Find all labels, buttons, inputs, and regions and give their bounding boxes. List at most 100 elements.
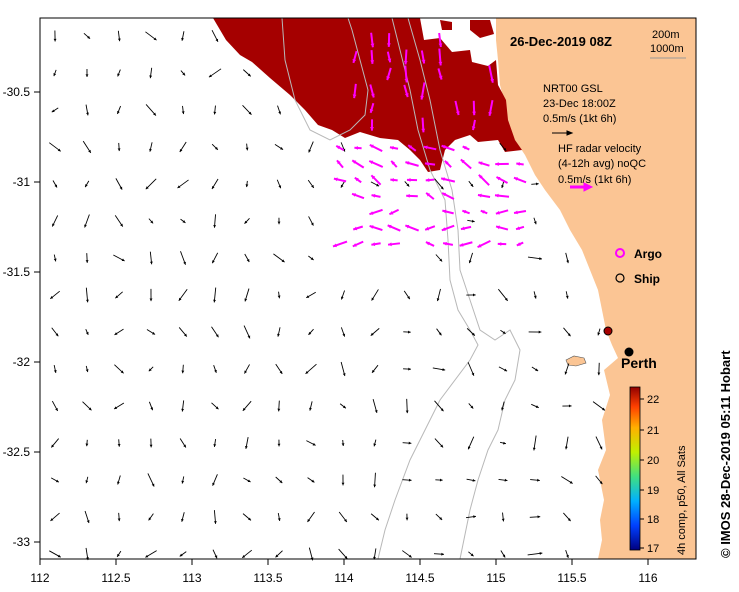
current-arrow <box>53 364 57 374</box>
current-arrow <box>352 83 357 99</box>
current-arrow <box>213 439 217 447</box>
current-arrow <box>354 146 362 150</box>
current-arrow <box>497 242 507 246</box>
current-arrow <box>404 181 410 187</box>
current-arrow <box>341 474 345 486</box>
current-arrow <box>242 400 252 412</box>
gsl-legend-speed: 0.5m/s (1kt 6h) <box>543 113 616 125</box>
current-arrow <box>528 330 542 334</box>
bathymetry-contours <box>281 17 521 560</box>
current-arrow <box>145 550 157 558</box>
current-arrow <box>516 241 524 247</box>
current-arrow <box>308 255 314 261</box>
current-arrow <box>211 29 219 43</box>
current-arrow <box>148 401 154 411</box>
map-date-title: 26-Dec-2019 08Z <box>510 34 612 49</box>
current-arrow <box>515 225 525 231</box>
current-arrow <box>563 512 571 522</box>
current-arrow <box>477 239 491 249</box>
current-arrow <box>306 291 316 299</box>
current-arrow <box>277 291 281 299</box>
current-arrow <box>51 215 59 227</box>
current-arrow <box>530 478 540 482</box>
current-arrow <box>387 242 401 247</box>
ship-marker <box>603 326 613 336</box>
current-arrows <box>49 29 606 561</box>
current-arrow <box>85 439 89 447</box>
colorbar-tick-label: 18 <box>647 514 659 526</box>
current-arrow <box>533 291 537 299</box>
current-arrow <box>243 477 251 483</box>
current-arrow <box>85 104 89 116</box>
hf-legend-line2: (4-12h avg) noQC <box>558 158 646 170</box>
land-mass <box>496 18 696 559</box>
current-arrow <box>243 325 251 339</box>
current-arrow <box>468 551 474 557</box>
current-arrow <box>181 400 185 412</box>
current-arrow <box>352 50 358 64</box>
current-arrow <box>529 515 541 519</box>
perth-label: Perth <box>621 355 657 371</box>
current-arrow <box>442 209 454 215</box>
current-arrow <box>434 178 444 190</box>
current-arrow <box>434 438 444 448</box>
current-arrow <box>369 224 383 232</box>
current-arrow <box>53 254 57 262</box>
current-arrow <box>460 158 472 170</box>
current-arrow <box>244 218 250 224</box>
current-arrow <box>564 363 570 375</box>
current-arrow <box>444 160 452 168</box>
current-arrow <box>274 143 284 151</box>
ship-legend-label: Ship <box>634 272 660 286</box>
current-arrow <box>513 210 527 215</box>
current-arrow <box>434 400 444 412</box>
hf-scale-arrow <box>570 182 594 192</box>
current-arrow <box>309 401 313 411</box>
gsl-legend-title: NRT00 GSL <box>543 83 603 95</box>
current-arrow <box>145 178 157 190</box>
current-arrow <box>51 400 59 412</box>
current-arrow <box>244 253 250 263</box>
current-arrow <box>495 209 509 215</box>
current-arrow <box>242 105 252 115</box>
current-arrow <box>371 193 381 198</box>
current-arrow <box>147 473 155 487</box>
current-arrow <box>276 179 282 189</box>
current-arrow <box>211 326 219 338</box>
argo-legend-label: Argo <box>634 247 662 261</box>
current-arrow <box>181 31 185 41</box>
current-arrow <box>85 365 89 373</box>
current-arrow <box>472 100 477 116</box>
current-arrow <box>495 162 509 167</box>
current-arrow <box>307 179 315 189</box>
current-arrow <box>488 100 494 116</box>
current-arrow <box>527 551 543 556</box>
current-arrow <box>369 102 375 114</box>
x-tick-label: 114.5 <box>405 571 434 585</box>
current-arrow <box>592 401 606 411</box>
current-arrow <box>516 162 524 166</box>
current-arrow <box>402 478 412 482</box>
current-arrow <box>333 177 347 183</box>
current-arrow <box>213 365 217 373</box>
current-arrow <box>468 180 474 188</box>
current-arrow <box>308 141 314 153</box>
current-arrow <box>241 549 253 559</box>
current-arrow <box>145 31 157 41</box>
current-arrow <box>565 252 570 264</box>
current-arrow <box>305 363 317 375</box>
current-arrow <box>498 288 508 302</box>
current-arrow <box>404 65 409 83</box>
current-arrow <box>145 104 157 116</box>
current-arrow <box>51 107 59 113</box>
current-arrow <box>149 142 153 152</box>
current-arrow <box>244 437 249 449</box>
current-arrow <box>386 67 392 81</box>
current-arrow <box>406 193 418 198</box>
current-arrow <box>336 159 344 169</box>
current-arrow <box>407 144 417 152</box>
argo-legend-icon <box>615 248 625 258</box>
current-arrow <box>420 82 426 100</box>
current-arrow <box>211 252 219 264</box>
current-arrow <box>82 401 92 411</box>
